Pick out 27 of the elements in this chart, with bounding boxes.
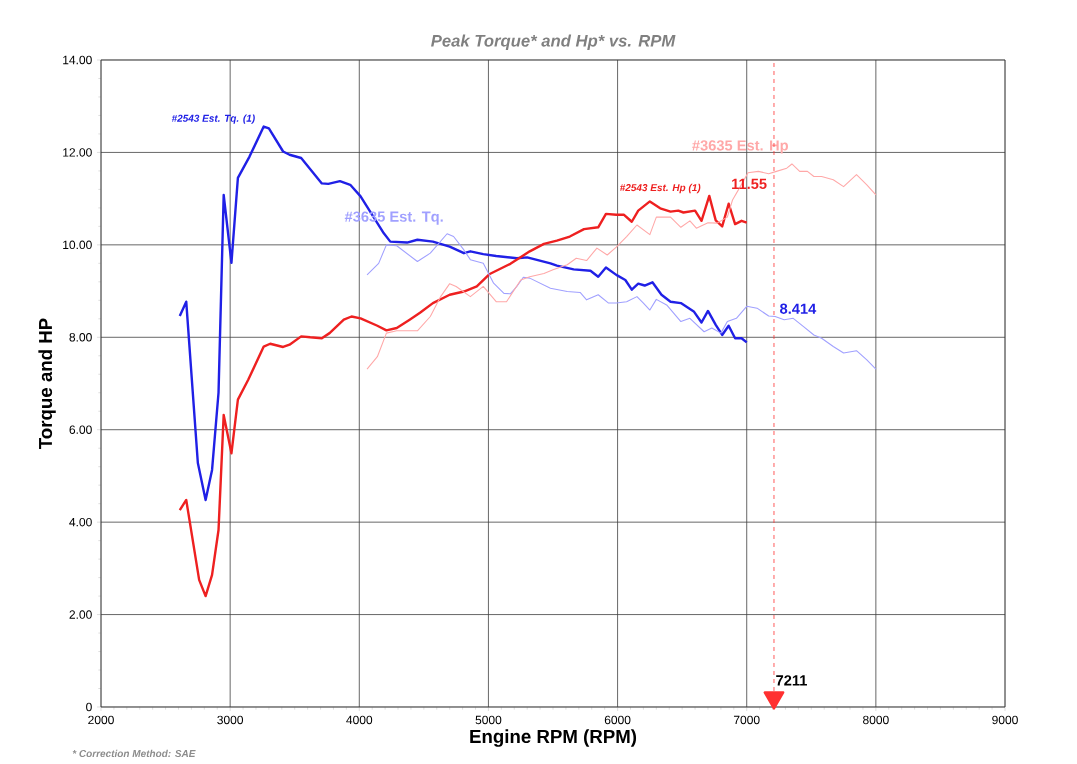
series-label: #2543 Est. Tq. (1) <box>171 114 255 124</box>
chart-title: Peak Torque* and Hp* vs. RPM <box>431 34 676 50</box>
text: * Correction Method: SAE <box>72 749 196 758</box>
x-axis-title: Engine RPM (RPM) <box>470 729 637 747</box>
y-tick-label: 12.00 <box>63 148 92 157</box>
x-tick-label: 4000 <box>346 715 373 725</box>
ref-line-label: 7211 <box>776 675 807 686</box>
y-tick-label: 4.00 <box>69 517 92 527</box>
y-axis-title: Torque and HP <box>38 318 56 449</box>
y-tick-label: 0 <box>86 702 92 712</box>
x-tick-label: 9000 <box>992 715 1018 725</box>
y-tick-label: 14.00 <box>63 55 92 65</box>
x-tick-label: 2000 <box>88 715 114 725</box>
y-tick-label: 8.00 <box>69 333 92 342</box>
annotation: 11.55 <box>732 178 767 190</box>
line-series <box>366 233 877 370</box>
series-label: #2543 Est. Hp (1) <box>620 183 701 194</box>
annotation: 8.414 <box>780 303 817 314</box>
x-tick-label: 6000 <box>604 715 631 725</box>
x-tick-label: 8000 <box>863 715 889 725</box>
line-series <box>178 194 748 598</box>
x-tick-label: 7000 <box>733 715 760 725</box>
y-tick-label: 6.00 <box>69 425 92 434</box>
x-tick-label: 3000 <box>217 715 244 725</box>
y-tick-label: 10.00 <box>63 240 92 250</box>
y-tick-label: 2.00 <box>69 610 92 619</box>
x-tick-label: 5000 <box>475 715 502 725</box>
